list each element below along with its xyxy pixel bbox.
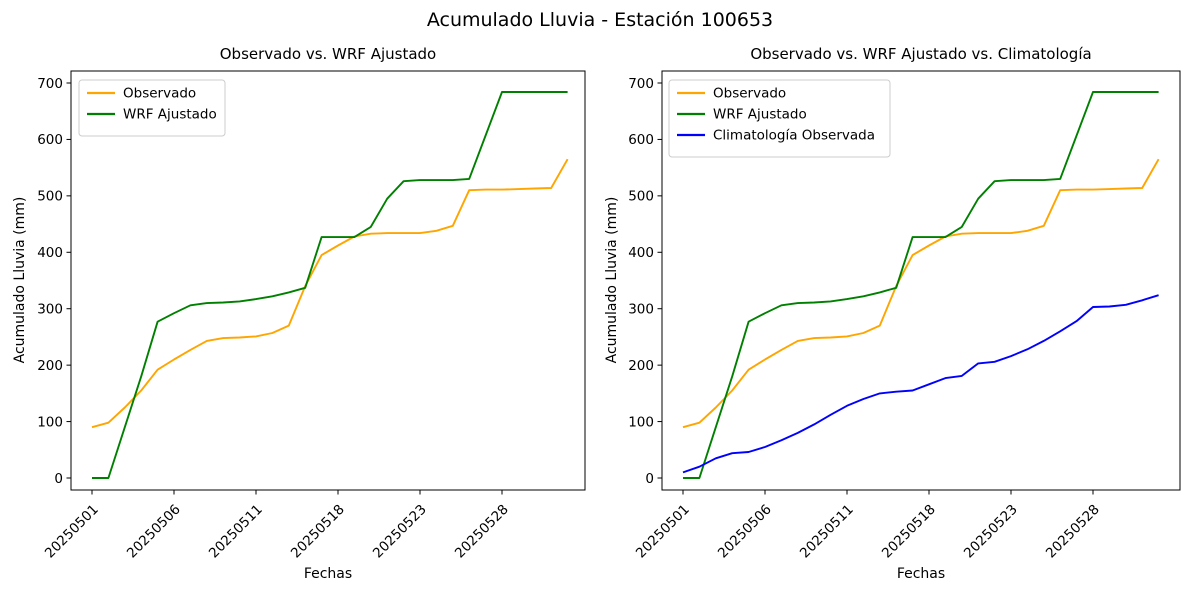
x-tick-label: 20250511 — [797, 502, 857, 562]
left-plot-legend-box — [78, 79, 226, 137]
figure-title: Acumulado Lluvia - Estación 100653 — [426, 9, 774, 31]
right-y-axis-label: Acumulado Lluvia (mm) — [604, 196, 620, 364]
legend-label: Observado — [123, 86, 196, 102]
series-line-observado — [91, 158, 569, 429]
series-line-observado — [682, 158, 1160, 429]
legend-label: WRF Ajustado — [713, 107, 807, 123]
y-tick-label: 200 — [37, 358, 63, 374]
x-tick-label: 20250506 — [124, 502, 184, 562]
legend-label: Climatología Observada — [713, 128, 875, 144]
y-tick-label: 100 — [628, 414, 654, 430]
x-tick-label: 20250511 — [206, 502, 266, 562]
x-tick-label: 20250501 — [42, 502, 102, 562]
series-line-wrf-ajustado — [683, 91, 1159, 479]
right-x-axis-label: Fechas — [896, 566, 946, 582]
left-y-axis-label: Acumulado Lluvia (mm) — [12, 196, 28, 364]
series-line-wrf-ajustado — [92, 91, 568, 479]
right-plot-title: Observado vs. WRF Ajustado vs. Climatolo… — [750, 45, 1092, 63]
left-plot-frame — [70, 70, 586, 491]
series-line-climatolog-a-observada — [682, 294, 1159, 474]
y-tick-label: 0 — [645, 471, 654, 487]
y-tick-label: 600 — [37, 132, 63, 148]
y-tick-label: 500 — [37, 189, 63, 205]
left-plot-title: Observado vs. WRF Ajustado — [219, 45, 437, 63]
y-tick-label: 100 — [37, 414, 63, 430]
x-tick-label: 20250506 — [715, 502, 775, 562]
x-tick-label: 20250528 — [452, 502, 512, 562]
x-tick-label: 20250528 — [1043, 502, 1103, 562]
y-tick-label: 600 — [628, 132, 654, 148]
y-tick-label: 300 — [628, 302, 654, 318]
left-x-axis-label: Fechas — [303, 566, 353, 582]
y-tick-label: 700 — [37, 76, 63, 92]
y-tick-label: 200 — [628, 358, 654, 374]
y-tick-label: 300 — [37, 302, 63, 318]
legend-label: WRF Ajustado — [123, 107, 217, 123]
x-tick-label: 20250518 — [288, 502, 348, 562]
right-plot-legend-box — [668, 79, 891, 158]
x-tick-label: 20250523 — [370, 502, 430, 562]
legend-label: Observado — [713, 86, 786, 102]
y-tick-label: 700 — [628, 76, 654, 92]
x-tick-label: 20250518 — [879, 502, 939, 562]
y-tick-label: 0 — [54, 471, 63, 487]
x-tick-label: 20250501 — [633, 502, 693, 562]
y-tick-label: 400 — [37, 245, 63, 261]
x-tick-label: 20250523 — [961, 502, 1021, 562]
y-tick-label: 400 — [628, 245, 654, 261]
y-tick-label: 500 — [628, 189, 654, 205]
right-plot-frame — [661, 70, 1181, 491]
